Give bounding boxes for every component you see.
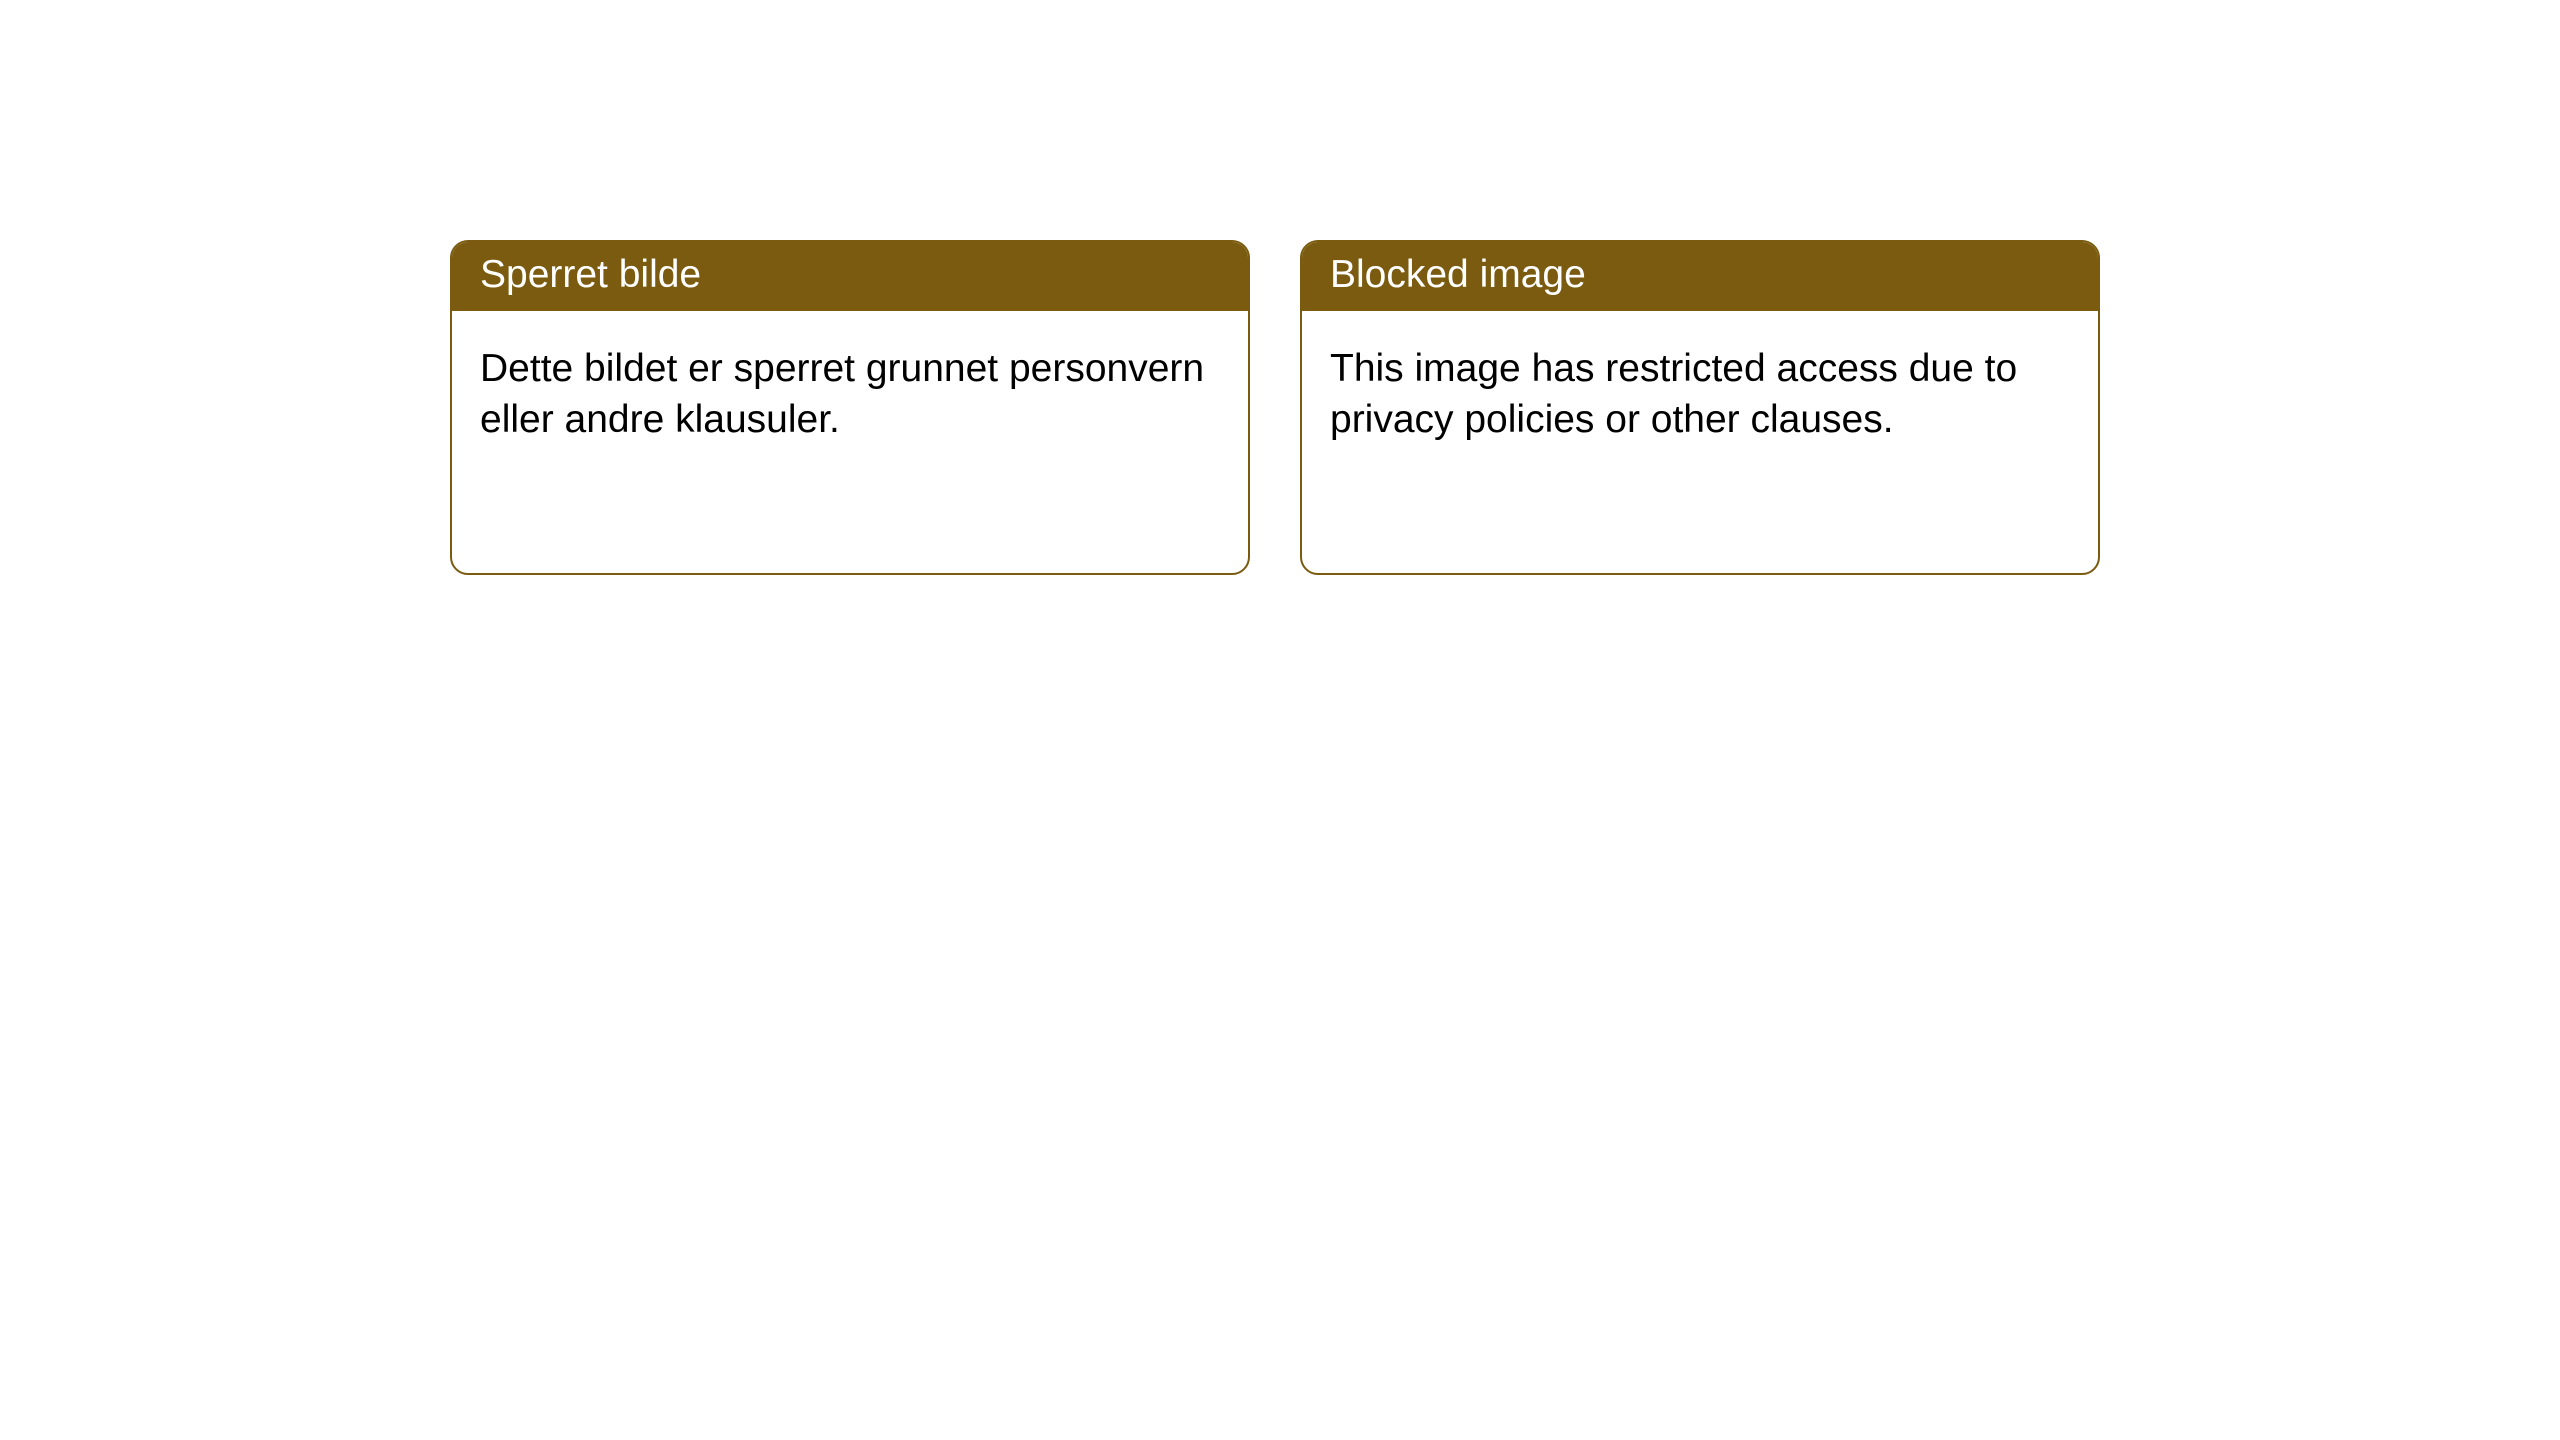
notice-body-text: This image has restricted access due to … <box>1330 347 2017 441</box>
notice-title: Blocked image <box>1330 253 1586 296</box>
notice-card-body: This image has restricted access due to … <box>1302 311 2098 478</box>
notice-body-text: Dette bildet er sperret grunnet personve… <box>480 347 1204 441</box>
notice-card-en: Blocked image This image has restricted … <box>1300 240 2100 575</box>
notice-card-body: Dette bildet er sperret grunnet personve… <box>452 311 1248 478</box>
notice-title: Sperret bilde <box>480 253 701 296</box>
notice-card-no: Sperret bilde Dette bildet er sperret gr… <box>450 240 1250 575</box>
notice-card-header: Sperret bilde <box>452 242 1248 311</box>
notice-card-header: Blocked image <box>1302 242 2098 311</box>
notice-container: Sperret bilde Dette bildet er sperret gr… <box>0 0 2560 575</box>
